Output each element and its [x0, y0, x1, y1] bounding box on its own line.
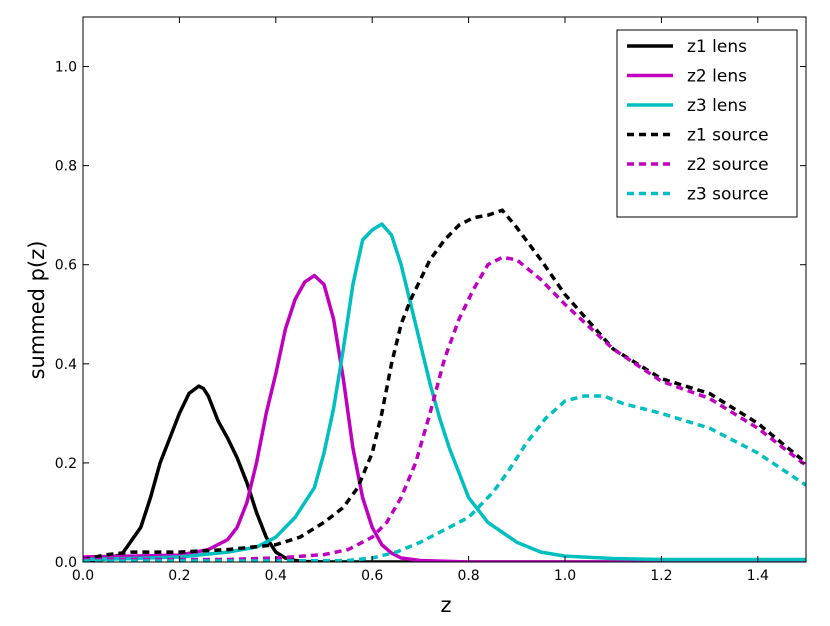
series-line-z1-source — [83, 208, 806, 562]
legend-entry: z1 lens — [687, 37, 747, 57]
x-axis-label: z — [440, 593, 451, 617]
x-tick-label: 1.4 — [747, 568, 769, 584]
x-tick-label: 0.6 — [361, 568, 383, 584]
legend-entry: z3 source — [687, 185, 769, 205]
series-line-z2-lens — [83, 273, 806, 562]
x-tick-label: 1.0 — [554, 568, 576, 584]
legend: z1 lens z2 lens z3 lens z1 source z2 source z… — [616, 29, 798, 218]
series-line-z3-source — [83, 394, 806, 562]
x-tick-label: 1.2 — [650, 568, 672, 584]
legend-box — [616, 29, 798, 218]
legend-entry: z2 lens — [687, 67, 747, 87]
y-tick-label: 1.0 — [55, 60, 77, 76]
series-group — [83, 208, 806, 562]
x-tick-label: 0.8 — [457, 568, 479, 584]
y-tick-label: 0.6 — [55, 258, 77, 274]
x-tick-label: 0.4 — [265, 568, 287, 584]
series-line-z2-source — [83, 255, 806, 562]
legend-entry: z1 source — [687, 126, 769, 146]
y-tick-label: 0.0 — [55, 555, 77, 571]
x-tick-label: 0.2 — [168, 568, 190, 584]
legend-entry: z2 source — [687, 155, 769, 175]
series-line-z3-lens — [83, 222, 806, 562]
x-tick-label: 0.0 — [72, 568, 94, 584]
ticks-layer: 0.0 0.2 0.4 0.6 0.8 1.0 1.2 1.4 0.0 0.2 0.4 0.6 0.8 1… — [55, 17, 806, 584]
axes-frame — [82, 16, 807, 563]
y-axis-label: summed p(z) — [25, 241, 49, 380]
y-tick-label: 0.4 — [55, 357, 77, 373]
series-line-z1-lens — [83, 384, 806, 562]
legend-entry: z3 lens — [687, 96, 747, 116]
y-tick-label: 0.2 — [55, 456, 77, 472]
y-tick-label: 0.8 — [55, 159, 77, 175]
